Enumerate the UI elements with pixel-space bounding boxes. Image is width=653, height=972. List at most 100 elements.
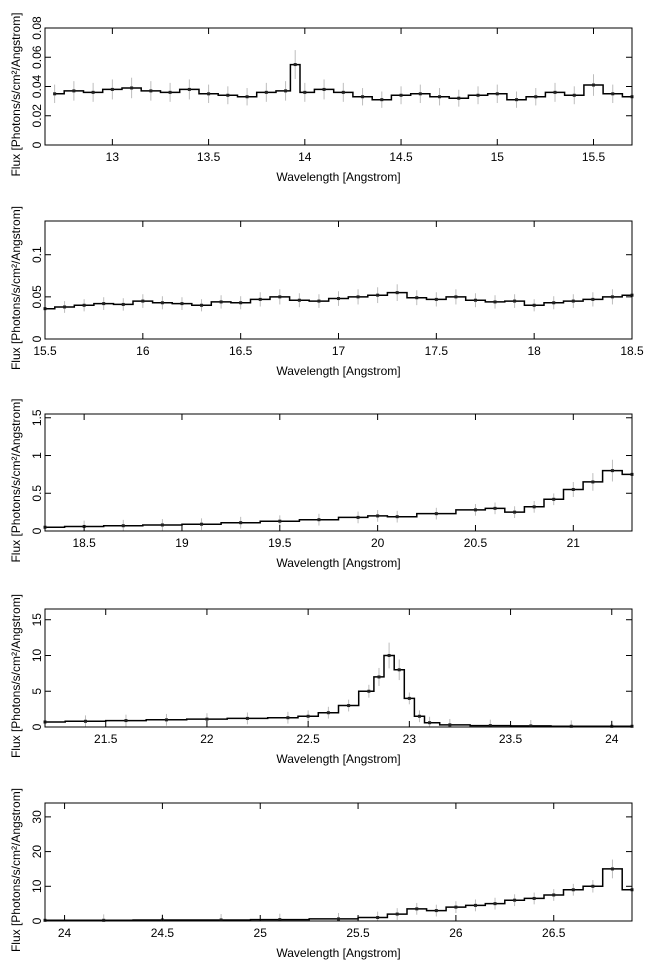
panel-1: 13 13.5 14 14.5 15 15.5 0 0.02 0.04 0.06 0.08 Wavel… [9, 12, 634, 184]
x-tick-label: 25.5 [346, 926, 370, 940]
data-point [434, 297, 438, 301]
data-point [164, 718, 168, 722]
data-point [347, 704, 351, 708]
x-axis-label: Wavelength [Angstrom] [276, 946, 400, 960]
x-tick-label: 22.5 [296, 732, 320, 746]
data-point [457, 96, 461, 100]
data-point [149, 89, 153, 93]
spectrum-series [45, 654, 632, 728]
data-point [395, 912, 399, 916]
data-point [493, 902, 497, 906]
y-tick-label: 0 [30, 527, 44, 534]
x-tick-label: 16 [136, 344, 150, 358]
data-point [448, 723, 452, 727]
plot-frame [44, 608, 633, 728]
x-tick-label: 14 [298, 150, 312, 164]
data-point [361, 95, 365, 99]
data-point [53, 92, 57, 96]
data-point [495, 92, 499, 96]
x-tick-label: 22 [200, 732, 214, 746]
data-point [610, 295, 614, 299]
data-point [438, 95, 442, 99]
data-point [168, 90, 172, 94]
plot-frame [44, 413, 633, 532]
spectrum-series [45, 868, 632, 922]
y-tick-label: 30 [30, 810, 44, 824]
plot-frame [44, 802, 633, 922]
data-point [387, 653, 391, 657]
y-tick-label: 1.5 [30, 409, 44, 426]
y-tick-label: 5 [30, 688, 44, 695]
x-tick-label: 26.5 [542, 926, 566, 940]
data-point [473, 298, 477, 302]
x-tick-label: 24 [58, 926, 72, 940]
data-point [245, 716, 249, 720]
x-tick-label: 13 [106, 150, 120, 164]
x-tick-label: 21.5 [94, 732, 118, 746]
x-tick-label: 15 [491, 150, 505, 164]
data-point [610, 867, 614, 871]
data-point [592, 83, 596, 87]
x-axis-label: Wavelength [Angstrom] [276, 364, 400, 378]
data-point [515, 98, 519, 102]
data-point [572, 93, 576, 97]
data-point [337, 917, 340, 921]
data-point [367, 689, 371, 693]
y-tick-label: 10 [30, 648, 44, 662]
y-tick-label: 0.08 [30, 16, 44, 40]
data-point [205, 717, 209, 721]
data-point [610, 469, 614, 473]
data-point [552, 893, 556, 897]
data-point [532, 505, 536, 509]
data-point [415, 296, 419, 300]
data-point [83, 719, 87, 723]
data-point [417, 714, 421, 718]
data-point [297, 298, 301, 302]
data-point [488, 724, 492, 728]
y-tick-label: 0 [30, 141, 44, 148]
data-point [380, 98, 384, 102]
x-tick-label: 19.5 [268, 536, 292, 550]
data-point [571, 299, 575, 303]
y-tick-label: 15 [30, 613, 44, 627]
data-point [428, 721, 432, 725]
x-tick-label: 23.5 [499, 732, 523, 746]
data-point [258, 297, 262, 301]
y-tick-label: 0 [30, 917, 44, 924]
data-point [591, 297, 595, 301]
data-point [245, 95, 249, 99]
x-tick-label: 15.5 [33, 344, 57, 358]
data-point [72, 89, 76, 93]
data-point [377, 675, 381, 679]
x-tick-label: 20.5 [464, 536, 488, 550]
data-point [284, 89, 288, 93]
data-point [278, 295, 282, 299]
data-point [102, 302, 106, 306]
x-tick-label: 26 [449, 926, 463, 940]
x-tick-label: 16.5 [229, 344, 253, 358]
data-point [239, 301, 243, 305]
data-point [278, 918, 282, 922]
data-point [454, 295, 458, 299]
data-point [306, 714, 310, 718]
data-point [293, 63, 297, 67]
data-point [219, 918, 223, 922]
data-point [532, 896, 536, 900]
data-point [200, 522, 204, 526]
panel-3: 18.5 19 19.5 20 20.5 21 0 0.5 1 1.5 Wavelength [An… [9, 398, 634, 570]
data-point [341, 90, 345, 94]
data-point [493, 506, 497, 510]
data-point [513, 510, 517, 514]
data-point [160, 301, 164, 305]
y-tick-label: 20 [30, 845, 44, 859]
data-point [226, 93, 230, 97]
x-tick-label: 15.5 [582, 150, 606, 164]
data-point [591, 480, 595, 484]
panel-2: 15.5 16 16.5 17 17.5 18 18.5 0 0.05 0.1 Wavelength… [9, 206, 644, 378]
data-point [552, 301, 556, 305]
data-point [415, 907, 419, 911]
data-point [160, 523, 164, 527]
x-tick-label: 20 [371, 536, 385, 550]
x-tick-label: 19 [175, 536, 189, 550]
data-point [278, 519, 282, 523]
